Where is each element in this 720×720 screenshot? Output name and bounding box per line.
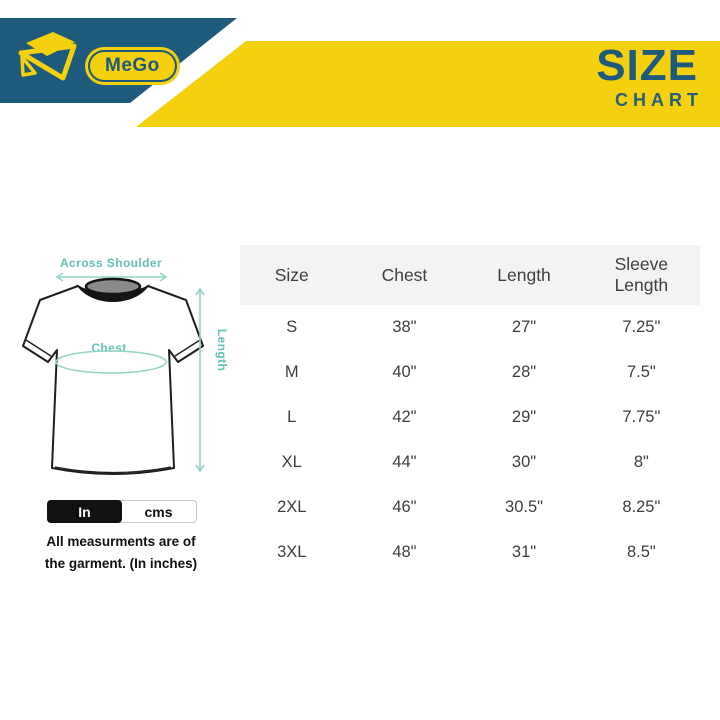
col-header-chest: Chest [381, 264, 428, 285]
size-cell: S [286, 317, 298, 336]
value-cell: 30.5" [505, 497, 544, 516]
page-title: SIZE CHART [596, 41, 698, 111]
measurement-note: All measurments are of the garment. (In … [22, 531, 220, 575]
value-cell: 7.75" [622, 407, 661, 426]
size-table-header: Size Chest Length Sleeve Length [240, 245, 700, 305]
table-row: L 42" 29" 7.75" [240, 395, 700, 440]
size-cell: M [284, 362, 299, 381]
table-row: XL 44" 30" 8" [240, 440, 700, 485]
length-label: Length [215, 329, 229, 371]
table-row: S 38" 27" 7.25" [240, 305, 700, 350]
value-cell: 29" [511, 407, 537, 426]
unit-option-cms[interactable]: cms [144, 503, 173, 520]
value-cell: 44" [392, 452, 417, 471]
value-cell: 7.5" [626, 362, 656, 381]
size-cell: XL [281, 452, 302, 471]
value-cell: 8" [633, 452, 649, 471]
size-table-body: S 38" 27" 7.25" M 40" 28" 7.5" L 42" 29" 7.75" XL 44"… [240, 305, 700, 575]
title-size: SIZE [596, 41, 698, 90]
table-row: 3XL 48" 31" 8.5" [240, 530, 700, 575]
col-header-size: Size [274, 264, 309, 285]
value-cell: 46" [392, 497, 417, 516]
title-chart: CHART [615, 90, 703, 110]
value-cell: 31" [511, 542, 537, 561]
table-row: 2XL 46" 30.5" 8.25" [240, 485, 700, 530]
unit-option-in[interactable]: In [47, 500, 122, 523]
size-cell: L [287, 407, 297, 426]
unit-toggle[interactable]: In cms [47, 500, 197, 523]
value-cell: 7.25" [622, 317, 661, 336]
value-cell: 8.25" [622, 497, 661, 516]
table-row: M 40" 28" 7.5" [240, 350, 700, 395]
size-table: Size Chest Length Sleeve Length S 38" 27" 7… [240, 245, 700, 575]
chest-label: Chest [91, 341, 126, 355]
value-cell: 28" [511, 362, 537, 381]
value-cell: 40" [392, 362, 417, 381]
value-cell: 38" [392, 317, 417, 336]
across-shoulder-arrow [55, 272, 168, 282]
mego-logo-icon [18, 32, 77, 81]
length-arrow [195, 287, 205, 473]
brand-badge: MeGo [90, 52, 175, 80]
note-line-2: the garment. (In inches) [44, 556, 198, 571]
value-cell: 8.5" [626, 542, 656, 561]
brand-name: MeGo [105, 55, 160, 76]
tshirt-outline [22, 277, 204, 475]
value-cell: 30" [511, 452, 537, 471]
value-cell: 48" [392, 542, 417, 561]
size-cell: 3XL [277, 542, 307, 561]
col-header-sleeve-length: Sleeve Length [614, 254, 669, 295]
across-shoulder-label: Across Shoulder [60, 256, 162, 270]
value-cell: 42" [392, 407, 417, 426]
tshirt-diagram: Across Shoulder Chest Length [22, 256, 229, 475]
note-line-1: All measurments are of [46, 534, 196, 549]
value-cell: 27" [511, 317, 537, 336]
chest-measure-ellipse [55, 350, 167, 374]
size-cell: 2XL [277, 497, 307, 516]
col-header-length: Length [497, 264, 551, 285]
